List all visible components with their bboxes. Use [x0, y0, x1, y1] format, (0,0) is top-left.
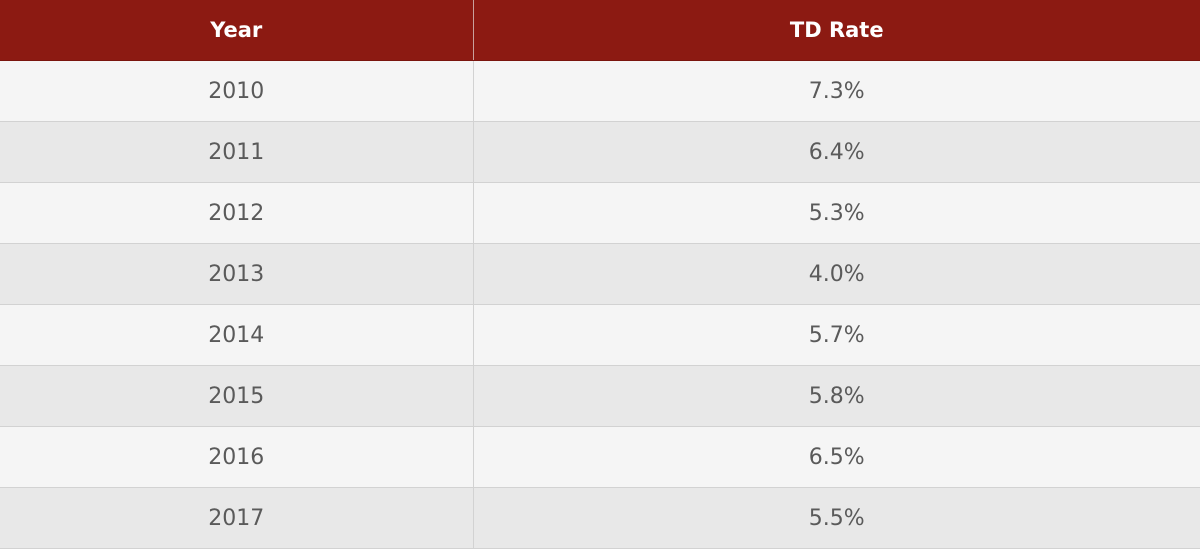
year-cell: 2011: [0, 121, 474, 183]
header-row: Year TD Rate: [0, 0, 1200, 61]
table-row: 2013 4.0%: [0, 243, 1200, 305]
header-cell: TD Rate: [473, 0, 1200, 61]
table-row: 2010 7.3%: [0, 60, 1200, 122]
rate-cell: 6.4%: [473, 121, 1200, 183]
year-cell: 2014: [0, 304, 474, 366]
rate-cell: 7.3%: [473, 60, 1200, 122]
table-row: 2017 5.5%: [0, 487, 1200, 549]
table-row: 2012 5.3%: [0, 182, 1200, 244]
table-head: Year TD Rate: [0, 0, 1200, 61]
table-body: 2010 7.3% 2011 6.4% 2012 5.3% 2013 4.0% 2014 5.7%…: [0, 60, 1200, 549]
year-cell: 2017: [0, 487, 474, 549]
rate-cell: 5.7%: [473, 304, 1200, 366]
rate-cell: 6.5%: [473, 426, 1200, 488]
year-cell: 2013: [0, 243, 474, 305]
rate-cell: 5.5%: [473, 487, 1200, 549]
table-row: 2011 6.4%: [0, 121, 1200, 183]
header-cell: Year: [0, 0, 474, 61]
rate-cell: 4.0%: [473, 243, 1200, 305]
table-row: 2015 5.8%: [0, 365, 1200, 427]
year-cell: 2015: [0, 365, 474, 427]
table-row: 2014 5.7%: [0, 304, 1200, 366]
rate-cell: 5.3%: [473, 182, 1200, 244]
table-row: 2016 6.5%: [0, 426, 1200, 488]
year-cell: 2012: [0, 182, 474, 244]
year-cell: 2016: [0, 426, 474, 488]
rate-cell: 5.8%: [473, 365, 1200, 427]
year-cell: 2010: [0, 60, 474, 122]
